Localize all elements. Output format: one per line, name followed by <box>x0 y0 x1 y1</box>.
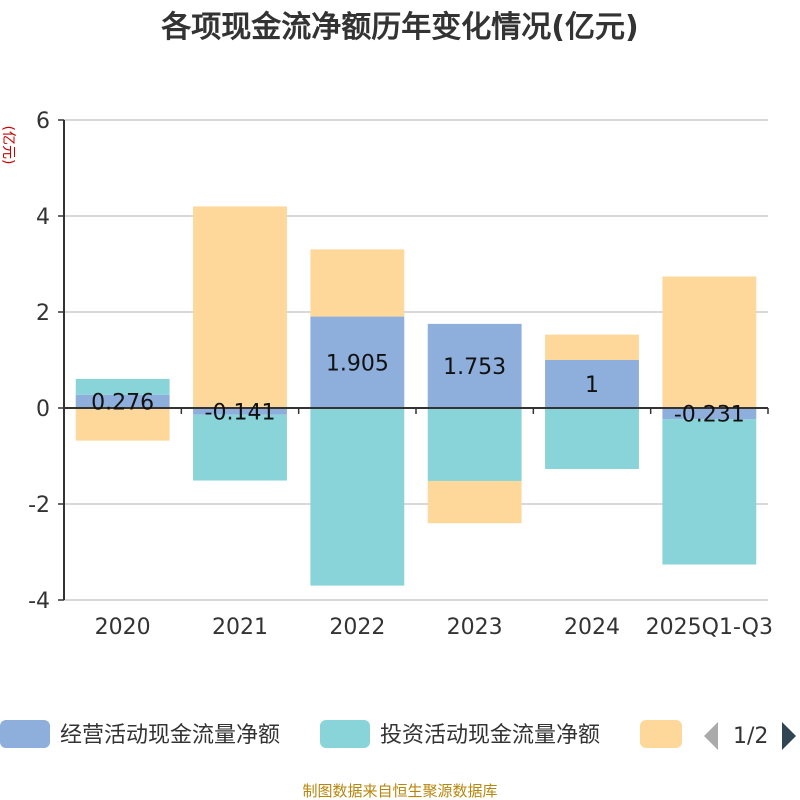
legend-swatch-investing[interactable] <box>320 720 370 748</box>
y-tick-label: 6 <box>36 109 50 134</box>
bar-investing-2022[interactable] <box>310 408 405 586</box>
legend-next-page-icon[interactable] <box>782 722 796 750</box>
data-label-operating: 1 <box>585 373 599 398</box>
x-tick-label: 2024 <box>564 615 620 640</box>
bar-investing-2020[interactable] <box>75 378 170 395</box>
bar-financing-2021[interactable] <box>193 206 287 408</box>
legend: 经营活动现金流量净额 投资活动现金流量净额 1/2 <box>0 720 796 750</box>
y-tick-label: 2 <box>36 301 50 326</box>
bar-operating-2025Q1-Q3[interactable] <box>662 408 757 420</box>
x-tick-label: 2021 <box>212 615 268 640</box>
bar-financing-2020[interactable] <box>75 408 170 441</box>
x-tick-label: 2025Q1-Q3 <box>646 615 773 640</box>
bar-operating-2024[interactable] <box>545 360 639 408</box>
bar-operating-2021[interactable] <box>193 408 287 415</box>
legend-page-indicator: 1/2 <box>733 724 768 749</box>
bar-financing-2022[interactable] <box>310 249 405 317</box>
bar-financing-2024[interactable] <box>545 334 639 360</box>
y-axis-unit-label: (亿元) <box>0 126 16 165</box>
bar-investing-2021[interactable] <box>193 414 287 481</box>
data-label-operating: 1.905 <box>326 351 389 376</box>
data-label-operating: -0.141 <box>205 400 276 425</box>
bar-operating-2022[interactable] <box>310 316 405 408</box>
y-tick-label: 4 <box>36 205 50 230</box>
data-labels: 0.276 -0.141 1.905 1.753 1 -0.231 <box>91 351 745 427</box>
chart-title: 各项现金流净额历年变化情况(亿元) <box>160 10 638 45</box>
x-tick-label: 2022 <box>329 615 385 640</box>
bar-operating-2020[interactable] <box>75 394 170 408</box>
legend-swatch-financing[interactable] <box>640 720 682 748</box>
data-label-operating: 0.276 <box>91 390 154 415</box>
legend-prev-page-icon[interactable] <box>704 722 718 750</box>
bar-financing-2025Q1-Q3[interactable] <box>662 276 757 408</box>
data-label-operating: 1.753 <box>443 355 506 380</box>
legend-label-investing[interactable]: 投资活动现金流量净额 <box>380 723 600 748</box>
bar-operating-2023[interactable] <box>427 323 522 408</box>
bar-investing-2023[interactable] <box>427 408 522 481</box>
data-source-footer: 制图数据来自恒生聚源数据库 <box>302 782 497 800</box>
y-tick-label: 0 <box>36 397 50 422</box>
bars <box>75 206 757 586</box>
bar-investing-2025Q1-Q3[interactable] <box>662 419 757 565</box>
y-tick-label: -2 <box>28 493 50 518</box>
x-tick-label: 2020 <box>95 615 151 640</box>
bar-investing-2024[interactable] <box>545 408 639 469</box>
x-tick-label: 2023 <box>447 615 503 640</box>
axes: -4 -2 0 2 4 6 2020 2021 2022 2023 2024 2025Q1-Q3 <box>28 109 773 640</box>
bar-financing-2023[interactable] <box>427 480 522 524</box>
gridlines <box>64 119 768 601</box>
legend-swatch-operating[interactable] <box>0 720 50 748</box>
legend-label-operating[interactable]: 经营活动现金流量净额 <box>60 723 280 748</box>
y-tick-label: -4 <box>28 589 50 614</box>
data-label-operating: -0.231 <box>674 403 745 428</box>
